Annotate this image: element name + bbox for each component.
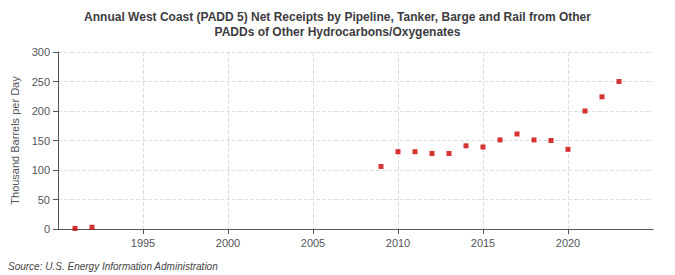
svg-text:50: 50 (38, 194, 50, 206)
svg-text:250: 250 (32, 76, 50, 88)
svg-text:PADDs of Other Hydrocarbons/Ox: PADDs of Other Hydrocarbons/Oxygenates (215, 25, 461, 39)
svg-text:2005: 2005 (301, 237, 325, 249)
svg-text:Source: U.S. Energy Informatio: Source: U.S. Energy Information Administ… (8, 261, 218, 272)
svg-text:200: 200 (32, 105, 50, 117)
svg-text:2010: 2010 (386, 237, 410, 249)
svg-text:Annual West Coast (PADD 5) Net: Annual West Coast (PADD 5) Net Receipts … (84, 10, 591, 24)
svg-text:300: 300 (32, 46, 50, 58)
svg-text:100: 100 (32, 164, 50, 176)
svg-text:Thousand Barrels per Day: Thousand Barrels per Day (9, 76, 21, 205)
svg-text:2000: 2000 (216, 237, 240, 249)
svg-text:0: 0 (44, 223, 50, 235)
svg-text:1995: 1995 (131, 237, 155, 249)
svg-text:150: 150 (32, 135, 50, 147)
svg-text:2020: 2020 (556, 237, 580, 249)
svg-text:2015: 2015 (471, 237, 495, 249)
